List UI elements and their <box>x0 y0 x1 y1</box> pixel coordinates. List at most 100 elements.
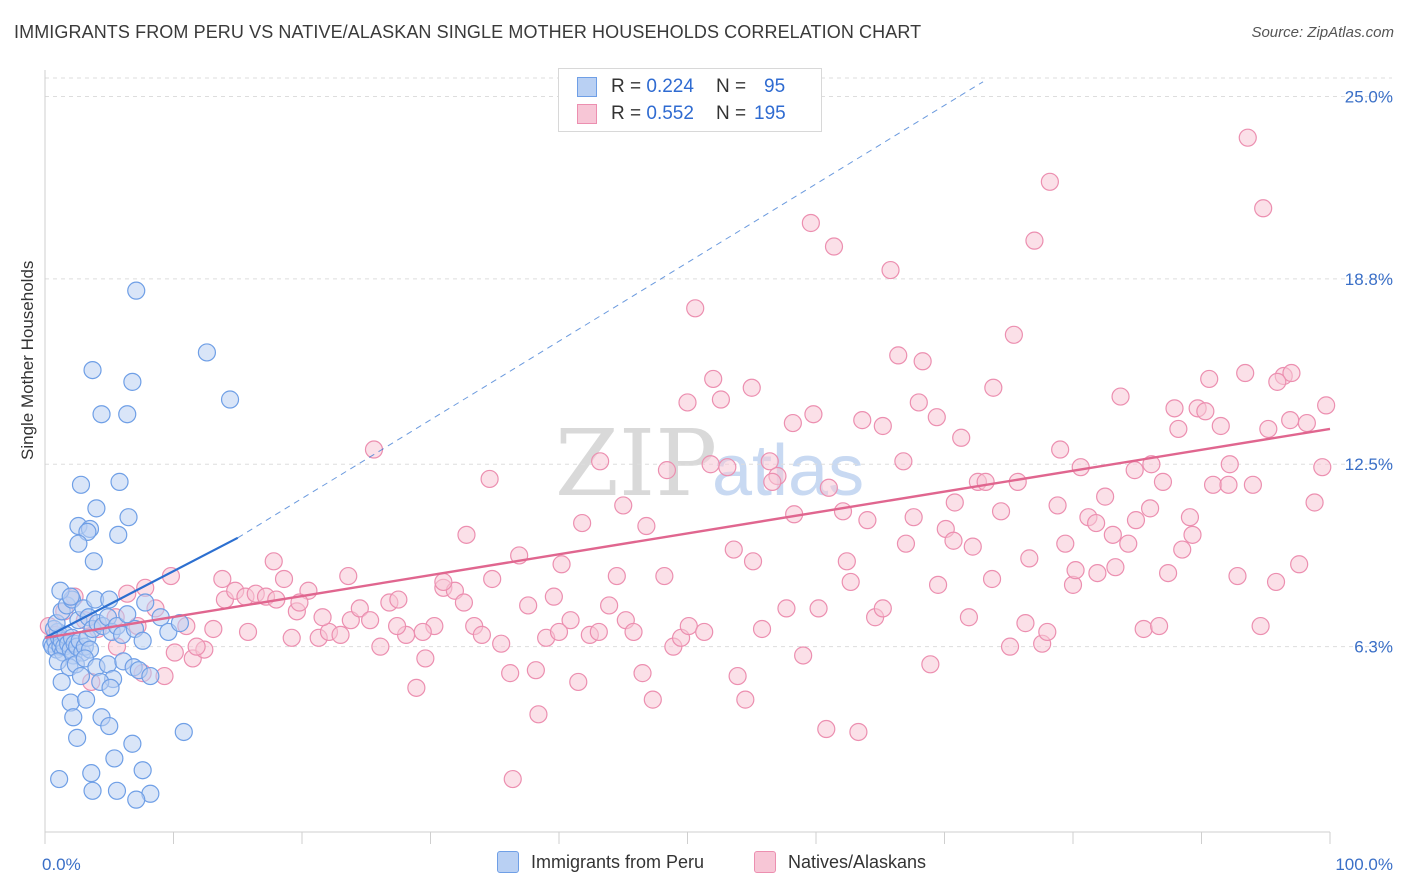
data-point <box>678 393 697 412</box>
data-point <box>119 508 138 527</box>
data-point <box>501 664 520 683</box>
data-point <box>752 619 772 639</box>
data-point <box>760 452 779 471</box>
data-point <box>1305 493 1324 512</box>
data-point <box>1040 172 1059 191</box>
data-point <box>809 599 828 618</box>
data-point <box>118 605 137 624</box>
data-point <box>204 619 223 639</box>
data-point <box>881 260 900 280</box>
data-point <box>118 584 137 603</box>
data-point <box>1211 416 1230 436</box>
data-point <box>817 719 836 739</box>
data-point <box>873 599 892 618</box>
data-point <box>100 716 119 736</box>
legend-item-natives: Natives/Alaskans <box>754 851 926 873</box>
legend-swatch-pink <box>754 851 776 873</box>
axes <box>44 70 1331 844</box>
data-point <box>607 566 626 586</box>
data-point <box>1196 402 1215 421</box>
data-point <box>197 343 217 362</box>
data-point <box>107 781 127 800</box>
data-point <box>643 690 662 709</box>
data-point <box>569 672 588 692</box>
data-point <box>743 552 763 571</box>
data-point <box>64 708 83 727</box>
data-point <box>529 705 548 724</box>
data-point <box>1000 637 1020 656</box>
data-point <box>896 534 916 553</box>
data-point <box>544 587 563 606</box>
data-point <box>1111 387 1130 406</box>
data-point <box>82 764 101 783</box>
data-point <box>736 690 755 709</box>
data-point <box>686 299 705 318</box>
data-point <box>187 637 206 656</box>
legend-r-label: R = <box>611 103 642 124</box>
data-point <box>52 672 71 692</box>
data-point <box>434 572 453 592</box>
data-point <box>339 566 358 586</box>
data-point <box>457 525 476 544</box>
data-point <box>492 634 511 653</box>
data-point <box>959 608 979 627</box>
legend-r-value: 0.224 <box>646 76 694 97</box>
data-point <box>889 346 908 365</box>
data-point <box>944 531 963 550</box>
trend-line-natives <box>44 427 1331 640</box>
data-point <box>133 761 152 780</box>
data-point <box>600 596 619 615</box>
data-point <box>133 631 152 650</box>
data-point <box>1134 619 1153 639</box>
data-point <box>573 513 592 533</box>
data-point <box>1180 508 1200 527</box>
data-point <box>109 525 128 544</box>
data-point <box>361 611 380 630</box>
data-point <box>220 390 240 409</box>
data-point <box>331 625 350 644</box>
data-point <box>77 690 96 709</box>
data-point <box>1238 128 1257 147</box>
data-point <box>118 405 137 424</box>
data-point <box>1025 231 1044 250</box>
legend-swatch-blue <box>577 77 597 97</box>
data-point <box>71 666 91 686</box>
data-point <box>519 596 538 615</box>
data-point <box>1096 487 1115 506</box>
data-point <box>1140 499 1160 518</box>
data-point <box>1119 534 1138 553</box>
data-point <box>83 360 102 380</box>
data-point <box>1103 525 1122 544</box>
data-point <box>387 616 407 636</box>
data-point <box>894 452 913 471</box>
y-tick-label: 12.5% <box>1345 455 1393 474</box>
data-point <box>1254 199 1273 218</box>
data-point <box>742 378 761 397</box>
data-point <box>68 728 87 747</box>
data-point <box>1183 525 1202 544</box>
data-point <box>833 502 853 521</box>
source-label: Source: ZipAtlas.com <box>1251 24 1394 41</box>
series-legend: Immigrants from Peru Natives/Alaskans <box>0 851 1406 879</box>
data-point <box>679 616 698 636</box>
watermark-zip: ZIP <box>555 410 717 517</box>
data-point <box>83 781 102 800</box>
data-point <box>123 372 142 391</box>
data-point <box>614 496 633 515</box>
data-point <box>1317 396 1336 415</box>
data-point <box>927 408 946 427</box>
trend-line-peru <box>44 536 239 639</box>
data-point <box>472 625 491 644</box>
x-tick-label: 100.0% <box>1335 855 1393 874</box>
data-point <box>819 478 838 497</box>
data-point <box>913 352 932 371</box>
data-point <box>1243 475 1263 494</box>
data-point <box>1071 458 1090 477</box>
legend-swatch-pink <box>577 104 597 124</box>
data-point <box>873 416 892 436</box>
data-point <box>711 390 731 409</box>
data-point <box>1313 458 1332 477</box>
data-point <box>841 572 860 592</box>
watermark-atlas: atlas <box>712 431 864 511</box>
